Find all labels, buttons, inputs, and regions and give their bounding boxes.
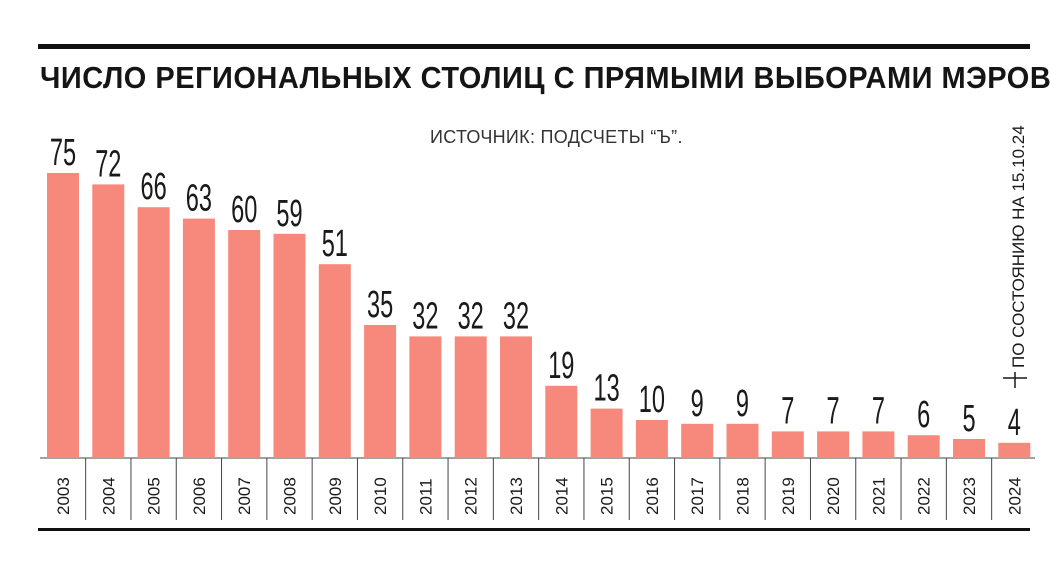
bar-2021 <box>862 431 895 458</box>
value-label-2021: 7 <box>872 389 885 432</box>
bar-2018 <box>726 423 759 458</box>
x-tick-label-2009: 2009 <box>326 477 345 515</box>
x-tick-label-2013: 2013 <box>507 477 526 515</box>
x-tick-label-2005: 2005 <box>145 477 164 515</box>
bar-2013 <box>500 336 532 458</box>
bar-2008 <box>273 233 306 458</box>
value-label-2004: 72 <box>95 142 121 185</box>
value-label-2019: 7 <box>781 389 794 432</box>
value-label-2012: 32 <box>458 294 484 337</box>
x-tick-label-2010: 2010 <box>371 477 390 515</box>
value-label-2007: 60 <box>231 187 257 230</box>
value-label-2022: 6 <box>917 392 930 435</box>
x-tick-label-2007: 2007 <box>235 477 254 515</box>
x-tick-label-2003: 2003 <box>54 477 73 515</box>
value-label-2010: 35 <box>367 282 393 325</box>
bar-2019 <box>771 431 804 458</box>
x-tick-label-2015: 2015 <box>598 477 617 515</box>
source-note: ИСТОЧНИК: ПОДСЧЕТЫ “Ъ”. <box>430 127 683 147</box>
x-tick-label-2018: 2018 <box>734 477 753 515</box>
value-label-2014: 19 <box>548 343 574 386</box>
bar-2004 <box>92 184 125 458</box>
bar-2024 <box>998 442 1031 458</box>
value-label-2017: 9 <box>691 381 704 424</box>
value-label-2013: 32 <box>503 294 529 337</box>
value-label-2016: 10 <box>639 377 665 420</box>
bar-2017 <box>681 423 714 458</box>
value-label-2003: 75 <box>50 130 76 173</box>
x-tick-label-2016: 2016 <box>643 477 662 515</box>
value-label-2005: 66 <box>140 164 166 207</box>
x-tick-label-2023: 2023 <box>960 477 979 515</box>
bar-2005 <box>137 207 170 458</box>
bar-2011 <box>409 336 442 458</box>
bar-2022 <box>907 435 940 458</box>
x-tick-label-2004: 2004 <box>99 477 118 515</box>
value-label-2018: 9 <box>736 381 749 424</box>
x-tick-label-2020: 2020 <box>824 477 843 515</box>
bar-2009 <box>318 264 351 458</box>
value-label-2015: 13 <box>593 366 619 409</box>
value-label-2024: 4 <box>1008 400 1021 443</box>
bar-2006 <box>182 218 215 458</box>
date-note: ПО СОСТОЯНИЮ НА 15.10.24 <box>1009 125 1028 368</box>
bar-2015 <box>590 408 623 458</box>
x-tick-label-2019: 2019 <box>779 477 798 515</box>
bar-2020 <box>817 431 850 458</box>
bar-2010 <box>364 325 397 458</box>
bar-2012 <box>454 336 487 458</box>
x-tick-label-2011: 2011 <box>416 478 435 515</box>
bar-2023 <box>953 439 985 458</box>
value-label-2011: 32 <box>412 294 438 337</box>
bar-2003 <box>47 173 79 458</box>
bar-2007 <box>228 230 261 458</box>
value-label-2006: 63 <box>186 176 212 219</box>
value-label-2023: 5 <box>962 396 975 439</box>
x-tick-label-2012: 2012 <box>462 477 481 515</box>
value-label-2009: 51 <box>322 221 348 264</box>
value-label-2008: 59 <box>276 191 302 234</box>
value-label-2020: 7 <box>827 389 840 432</box>
bar-2016 <box>635 420 668 458</box>
x-tick-label-2024: 2024 <box>1005 477 1024 515</box>
x-tick-label-2017: 2017 <box>688 477 707 515</box>
chart-title: ЧИСЛО РЕГИОНАЛЬНЫХ СТОЛИЦ С ПРЯМЫМИ ВЫБО… <box>40 62 1051 96</box>
x-tick-label-2014: 2014 <box>552 477 571 515</box>
x-tick-label-2022: 2022 <box>915 477 934 515</box>
x-tick-label-2006: 2006 <box>190 477 209 515</box>
bar-2014 <box>545 385 578 458</box>
bottom-rule <box>38 528 1030 531</box>
x-tick-label-2008: 2008 <box>281 477 300 515</box>
x-tick-label-2021: 2021 <box>869 477 888 515</box>
top-rule <box>38 44 1030 49</box>
